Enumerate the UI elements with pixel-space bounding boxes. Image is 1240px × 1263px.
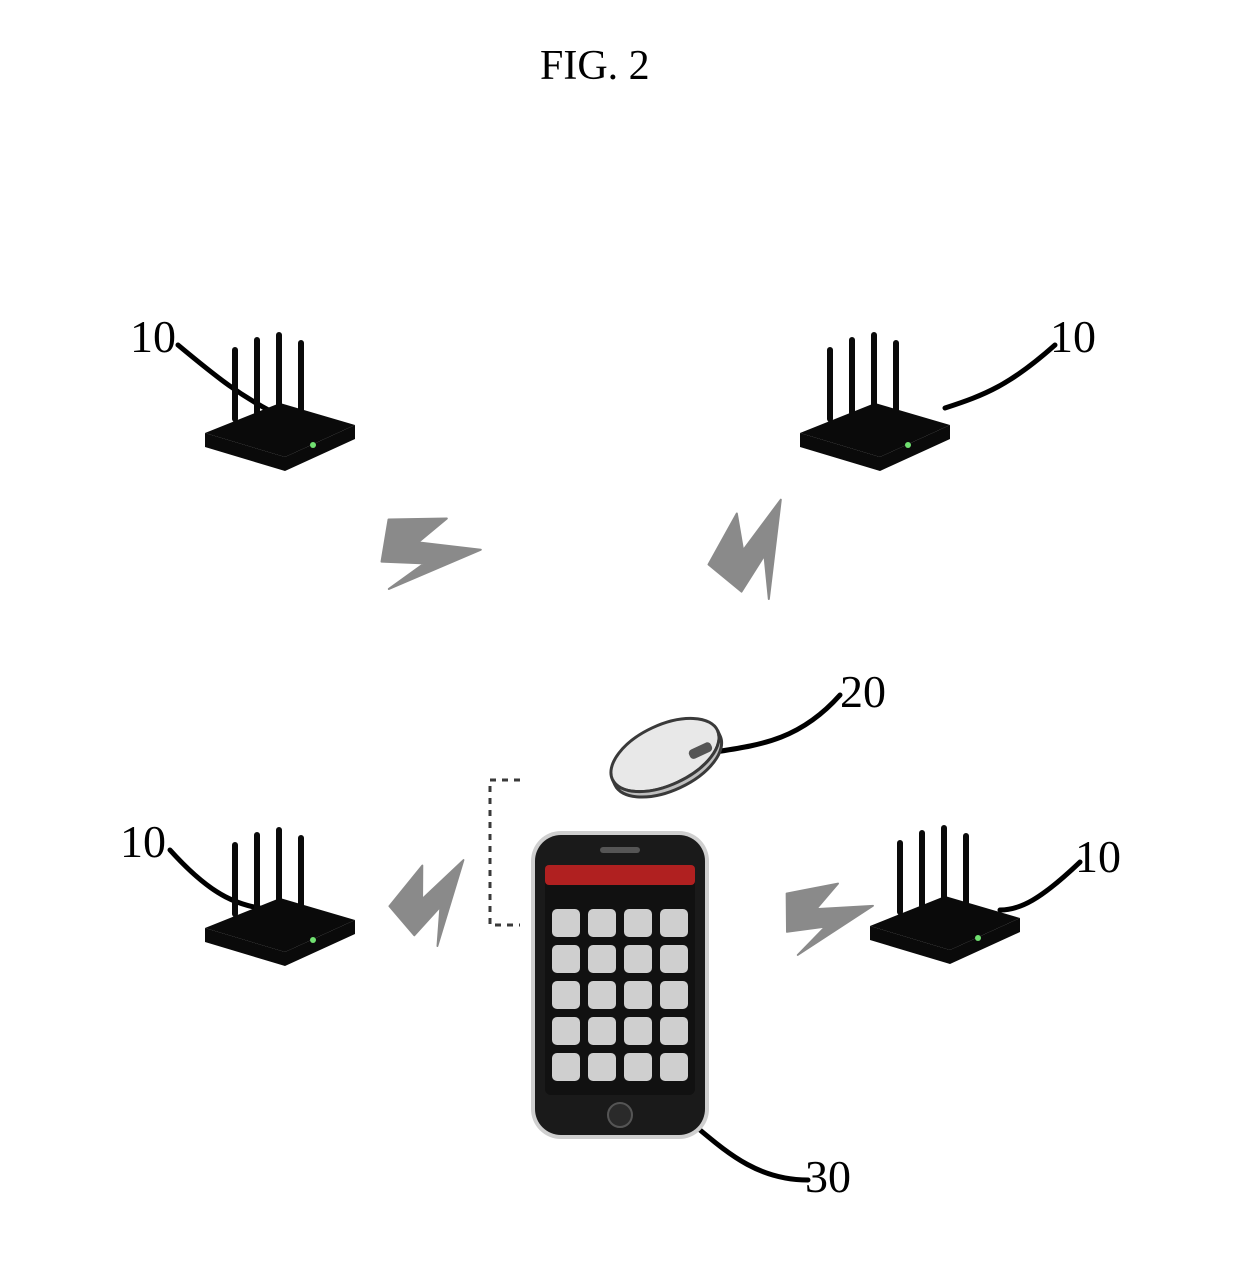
ref-label-10-bl: 10 [120, 815, 166, 868]
router-top-right [800, 335, 950, 471]
figure-title: FIG. 2 [540, 42, 650, 90]
dashed-connector [490, 780, 520, 925]
leader-30 [700, 1130, 808, 1180]
phone-app-icon [624, 1053, 652, 1081]
router-top-left [205, 335, 355, 471]
phone-topbar [545, 865, 695, 885]
phone-app-icon [552, 945, 580, 973]
phone-app-icon [588, 945, 616, 973]
phone-body [535, 835, 705, 1135]
phone-app-icon [588, 1017, 616, 1045]
phone-app-icon [660, 981, 688, 1009]
tag-device [600, 703, 733, 812]
bolt-top-left [359, 494, 486, 619]
phone-home-button [608, 1103, 632, 1127]
ref-label-20: 20 [840, 665, 886, 718]
phone-chrome [531, 831, 709, 1139]
ref-label-30: 30 [805, 1150, 851, 1203]
figure-canvas: FIG. 2 10 10 10 10 20 30 [0, 0, 1240, 1263]
svg-layer [0, 0, 1240, 1263]
ref-label-10-br: 10 [1075, 830, 1121, 883]
bolts-group [359, 491, 877, 973]
phone-app-icon [624, 945, 652, 973]
phone-app-icon [660, 909, 688, 937]
phone-group [531, 831, 709, 1139]
leader-10-tr [945, 345, 1055, 408]
tag-group [600, 703, 733, 812]
ref-label-10-tl: 10 [130, 310, 176, 363]
leader-20 [715, 695, 840, 752]
phone-app-icon [552, 1053, 580, 1081]
phone-app-icon [552, 909, 580, 937]
bolt-bottom-left [380, 852, 488, 957]
phone-app-icon [552, 981, 580, 1009]
phone-app-icon [588, 1053, 616, 1081]
bolt-bottom-right [768, 868, 876, 973]
phone-earpiece [600, 847, 640, 853]
routers-group [205, 335, 1020, 966]
bolt-top-right [694, 491, 821, 616]
phone-app-icon [624, 1017, 652, 1045]
phone-app-icon [660, 945, 688, 973]
ref-label-10-tr: 10 [1050, 310, 1096, 363]
phone-app-icon [588, 981, 616, 1009]
leader-10-tl [178, 345, 272, 412]
phone-app-icon [660, 1017, 688, 1045]
phone-app-icon [552, 1017, 580, 1045]
router-bottom-left [205, 830, 355, 966]
router-bottom-right [870, 828, 1020, 964]
phone-app-icon [624, 909, 652, 937]
leader-group [170, 345, 1080, 1180]
phone-app-icon [588, 909, 616, 937]
leader-10-bl [170, 850, 270, 910]
phone-screen [545, 865, 695, 1095]
leader-10-br [1000, 862, 1080, 910]
phone-app-icon [660, 1053, 688, 1081]
phone-app-icon [624, 981, 652, 1009]
dashed-bracket [490, 780, 520, 925]
